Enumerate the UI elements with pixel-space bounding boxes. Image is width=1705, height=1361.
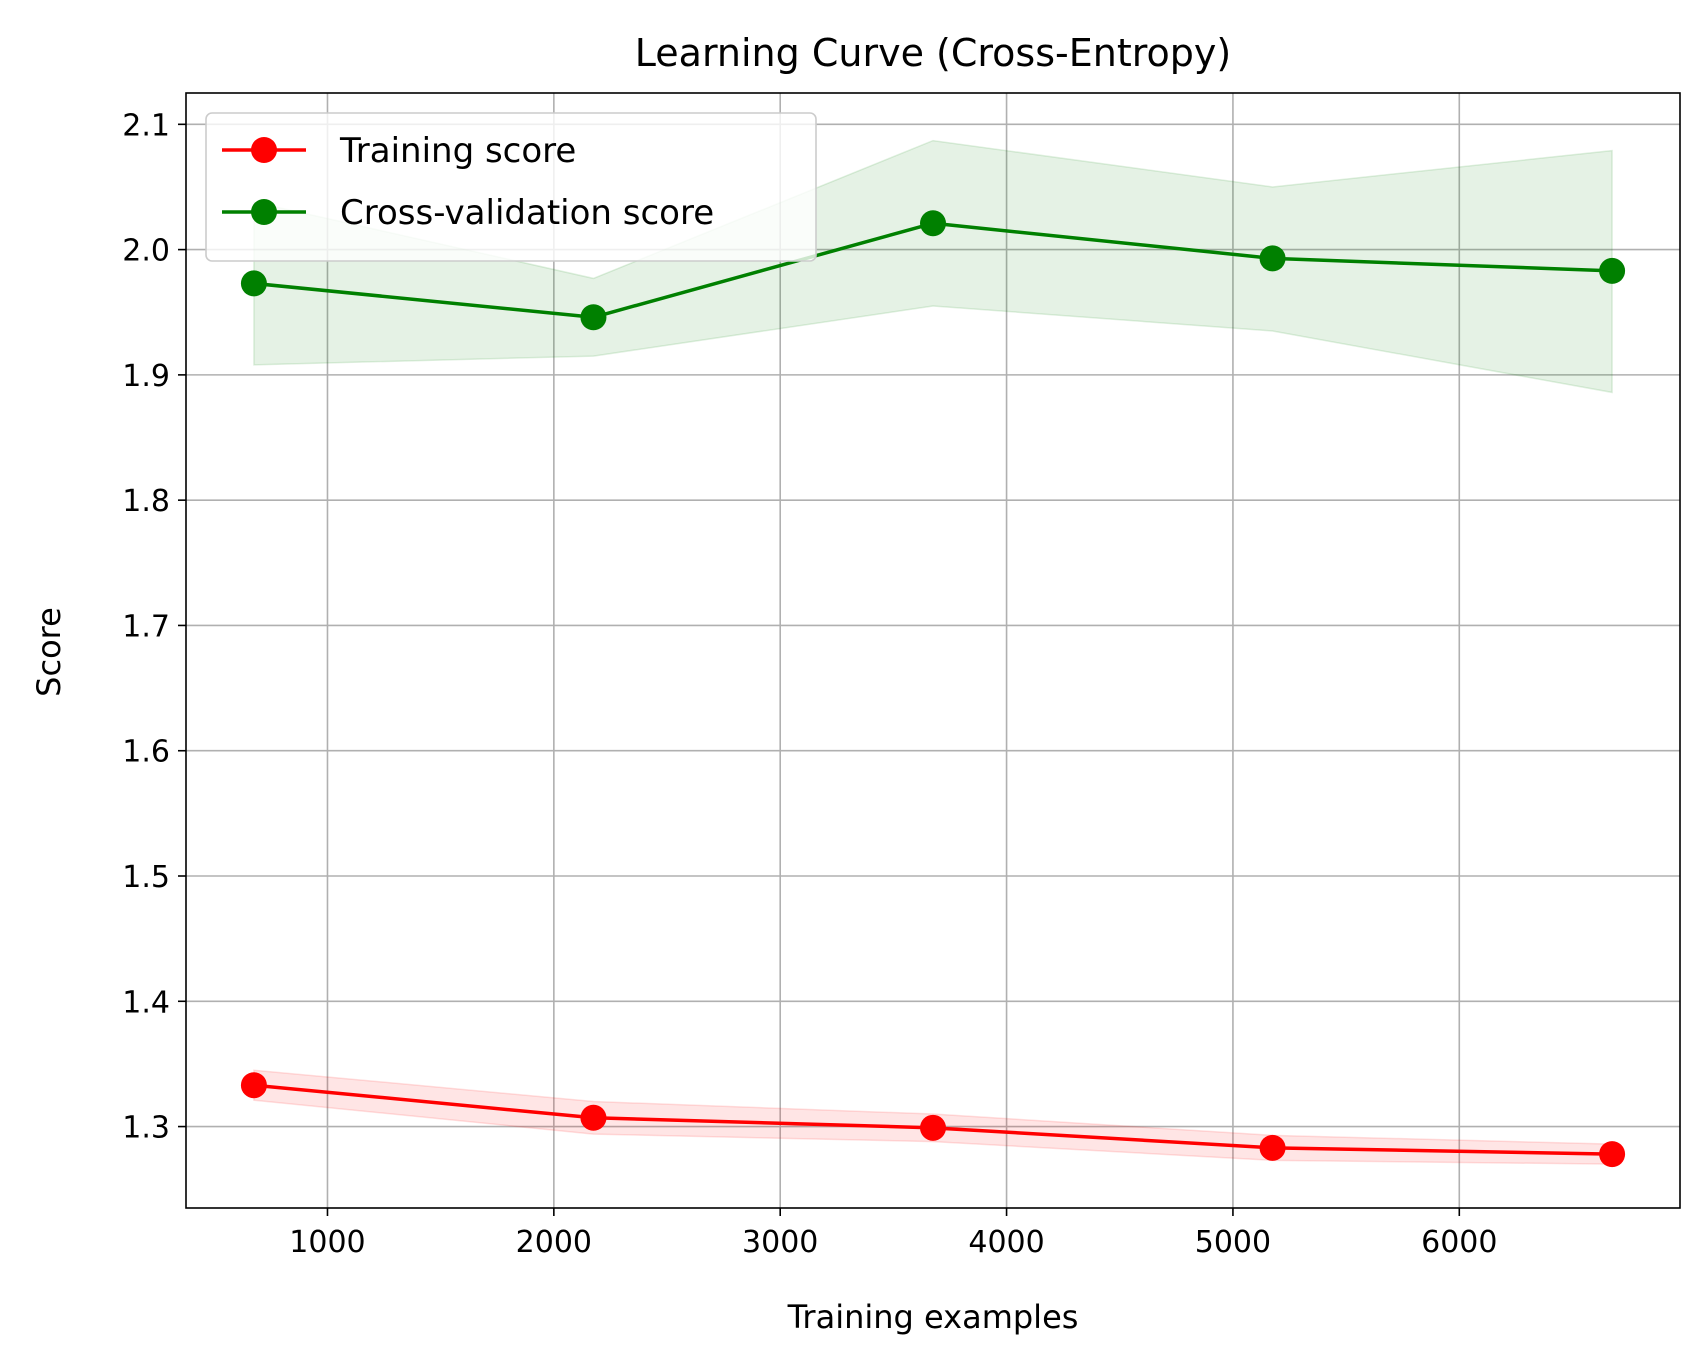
grid-lines: [186, 93, 1680, 1208]
x-tick-label: 4000: [968, 1225, 1044, 1260]
y-tick-label: 1.5: [122, 860, 170, 895]
x-tick-label: 5000: [1195, 1225, 1271, 1260]
x-tick-label: 2000: [516, 1225, 592, 1260]
training-score-point: [920, 1114, 946, 1141]
legend-cross-validation-label: Cross-validation score: [340, 193, 714, 233]
x-tick-label: 1000: [289, 1225, 365, 1260]
legend-cross-validation-marker: [251, 199, 277, 225]
training-score-point: [1599, 1141, 1626, 1168]
legend-training-marker: [251, 137, 277, 163]
y-tick-label: 1.7: [122, 609, 170, 644]
y-tick-label: 1.8: [122, 484, 170, 519]
cross-validation-score-point: [920, 210, 946, 237]
cross-validation-score-point: [1259, 245, 1286, 272]
y-axis-title: Score: [30, 607, 68, 697]
y-tick-label: 1.9: [122, 359, 170, 394]
y-tick-label: 1.3: [122, 1111, 170, 1146]
training-score-point: [1259, 1134, 1286, 1161]
series-points: [240, 210, 1626, 1168]
legend-box: [205, 112, 817, 262]
cross-validation-score-point: [1599, 257, 1626, 284]
x-axis-ticks: 1000 2000 3000 4000 5000 6000: [289, 1208, 1497, 1260]
cross-validation-score-point: [580, 304, 607, 331]
y-axis-ticks: 1.3 1.4 1.5 1.6 1.7 1.8 1.9 2.0 2.1: [122, 108, 186, 1146]
x-axis-title: Training examples: [787, 1298, 1079, 1336]
training-score-point: [580, 1104, 607, 1131]
legend: Training score Cross-validation score: [205, 112, 817, 262]
training-score-point: [240, 1072, 267, 1099]
plot-frame: [185, 92, 1681, 1209]
y-tick-label: 1.4: [122, 985, 170, 1020]
y-tick-label: 1.6: [122, 735, 170, 770]
legend-training-label: Training score: [339, 131, 576, 171]
y-tick-label: 2.1: [122, 108, 170, 143]
chart-title: Learning Curve (Cross-Entropy): [635, 31, 1231, 75]
x-tick-label: 3000: [742, 1225, 818, 1260]
cross-validation-score-point: [240, 270, 267, 297]
x-tick-label: 6000: [1421, 1225, 1497, 1260]
y-tick-label: 2.0: [122, 234, 170, 269]
